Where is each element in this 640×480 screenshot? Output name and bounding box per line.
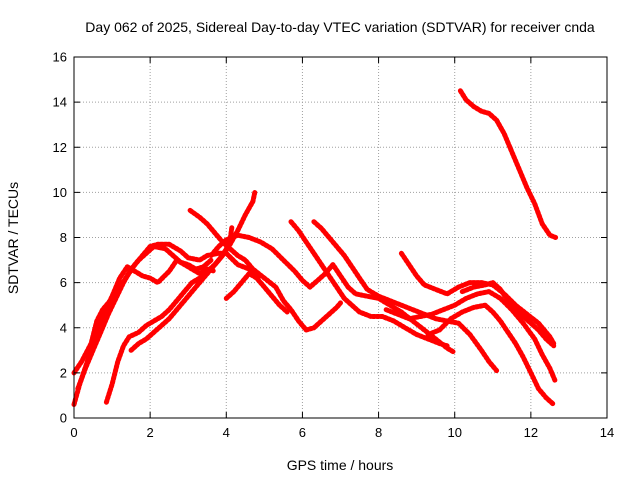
series-track-15 — [459, 280, 557, 349]
series-track-09 — [288, 219, 450, 349]
series-track-05 — [128, 223, 235, 353]
y-tick-label: 6 — [60, 275, 67, 290]
data-layer — [71, 88, 559, 407]
y-axis-label: SDTVAR / TECUs — [5, 182, 21, 294]
series-track-04 — [103, 189, 258, 405]
axes-ticks: 0 2 4 6 8 10 12 14 0 2 4 6 8 10 12 14 16 — [53, 50, 615, 441]
x-tick-label: 2 — [147, 425, 154, 440]
chart-title: Day 062 of 2025, Sidereal Day-to-day VTE… — [85, 19, 595, 35]
x-axis-label: GPS time / hours — [287, 457, 394, 473]
y-tick-label: 16 — [53, 50, 67, 65]
x-tick-label: 6 — [299, 425, 306, 440]
series-track-14 — [457, 88, 559, 240]
series-track-11 — [398, 250, 557, 346]
y-tick-label: 8 — [60, 230, 67, 245]
series-track-03 — [75, 244, 214, 392]
x-tick-label: 14 — [600, 425, 614, 440]
x-tick-label: 0 — [70, 425, 77, 440]
x-tick-label: 4 — [223, 425, 230, 440]
series-track-10 — [311, 219, 500, 374]
series-track-13 — [425, 302, 557, 407]
y-tick-label: 2 — [60, 365, 67, 380]
x-tick-label: 8 — [375, 425, 382, 440]
y-tick-label: 4 — [60, 320, 67, 335]
x-tick-label: 10 — [447, 425, 461, 440]
y-tick-label: 0 — [60, 411, 67, 426]
series-track-06 — [187, 207, 343, 333]
series-track-08 — [223, 271, 290, 315]
x-tick-label: 12 — [524, 425, 538, 440]
y-tick-label: 14 — [53, 95, 67, 110]
y-tick-label: 10 — [53, 185, 67, 200]
series-track-12 — [383, 289, 559, 385]
y-tick-label: 12 — [53, 140, 67, 155]
grid — [74, 57, 607, 418]
